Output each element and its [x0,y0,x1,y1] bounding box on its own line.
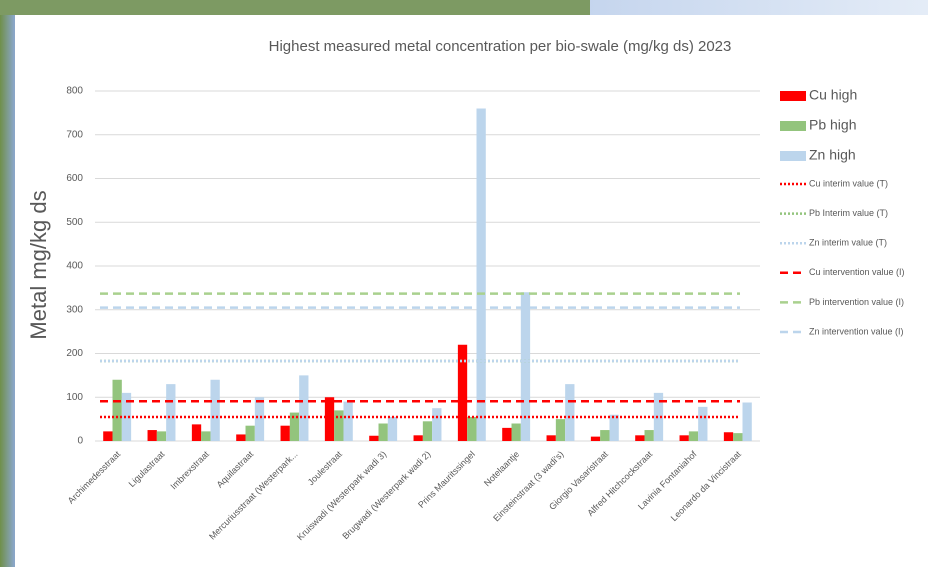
bar [644,430,654,441]
y-tick-label: 800 [66,86,83,97]
bar [369,435,379,441]
bar [112,379,122,441]
bar [289,412,300,441]
legend-label: Cu intervention value (I) [809,267,905,277]
bar [502,427,512,441]
bar [413,435,423,441]
bar [334,410,344,441]
bar [299,375,309,441]
legend-label: Zn interim value (T) [809,238,887,248]
bar [698,406,708,441]
y-tick-label: 100 [66,392,83,403]
bar [467,416,477,441]
bar [210,379,220,441]
bar [511,423,521,441]
bar [432,408,442,441]
bar [103,431,113,441]
bar [378,423,388,441]
bar [600,430,610,441]
bar [280,425,290,441]
bar [733,433,743,441]
bar [723,432,734,441]
bar [236,434,246,441]
bar [476,108,486,441]
legend-label: Pb high [809,117,856,133]
legend-swatch [780,91,806,101]
background-photo [0,0,590,15]
legend-label: Cu interim value (T) [809,178,888,188]
bar [742,402,752,441]
bar [156,431,167,441]
bar [590,436,601,441]
legend-swatch [780,121,806,131]
legend-label: Cu high [809,87,857,103]
bar [254,397,265,441]
y-tick-label: 500 [66,217,83,228]
bar [546,435,556,441]
y-tick-label: 300 [66,304,83,315]
y-tick-label: 200 [66,348,83,359]
y-tick-label: 600 [66,173,83,184]
bar [609,414,619,441]
bar [245,425,255,441]
bar [343,401,353,441]
y-tick-label: 400 [66,261,83,272]
y-tick-label: 0 [77,436,83,447]
bar [653,392,664,441]
bar [422,421,433,441]
bar [457,344,468,441]
legend-swatch [780,151,806,161]
bar [688,431,699,441]
bar [191,424,202,441]
bar [520,292,531,441]
legend-label: Zn intervention value (I) [809,326,904,336]
bar [555,419,566,441]
bar [679,435,689,441]
y-axis-title: Metal mg/kg ds [26,190,51,339]
legend-label: Pb intervention value (I) [809,297,904,307]
bar [635,435,645,441]
bar [387,416,398,441]
bar [147,430,157,441]
legend-label: Pb Interim value (T) [809,208,888,218]
bar [565,384,575,441]
bar [121,392,132,441]
bar [201,431,211,441]
chart-panel [15,15,928,567]
bar [166,384,176,441]
legend-label: Zn high [809,147,856,163]
chart-title: Highest measured metal concentration per… [269,38,732,55]
y-tick-label: 700 [66,129,83,140]
bar [324,397,335,441]
